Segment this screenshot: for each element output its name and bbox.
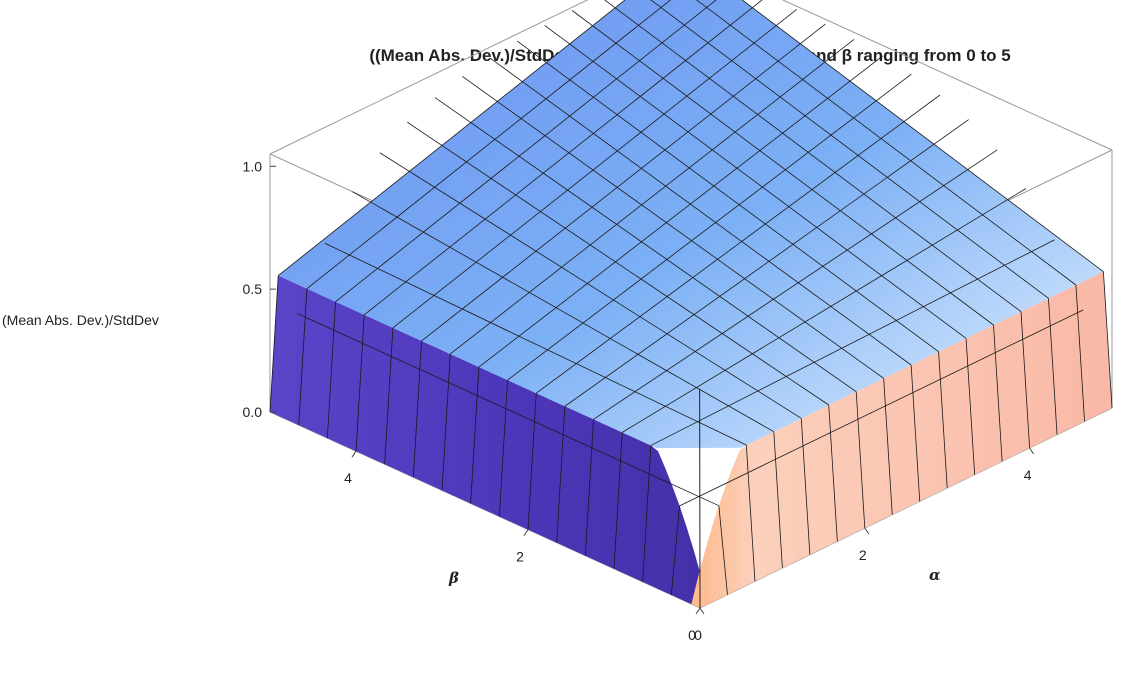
y-axis-label: β — [448, 569, 459, 587]
mesh-line — [696, 0, 1077, 286]
mesh-line — [670, 505, 680, 595]
mesh-line — [650, 0, 1049, 299]
mesh-line — [462, 76, 884, 379]
mesh-line — [449, 39, 855, 355]
mesh-line — [392, 9, 797, 329]
mesh-line — [855, 391, 866, 529]
z-tick-label: 0.5 — [243, 281, 263, 297]
mesh-line — [1103, 271, 1113, 409]
mesh-line — [584, 419, 594, 556]
mesh-line — [498, 380, 508, 517]
mesh-line — [297, 313, 720, 507]
mesh-line — [544, 25, 967, 339]
mesh-line — [613, 432, 623, 569]
mesh-line — [527, 393, 537, 530]
surface — [270, 0, 1112, 609]
mesh-line — [269, 275, 279, 413]
x-tick-label: 4 — [1024, 467, 1032, 483]
mesh-line — [379, 152, 802, 419]
axis-ticks: 0 2 4 0 2 4 0.0 0.5 1.0 — [243, 158, 1035, 643]
mesh-line — [478, 55, 883, 368]
x-tick — [864, 527, 870, 535]
mesh-line — [679, 309, 1084, 507]
mesh-line — [883, 378, 893, 515]
y-tick — [351, 450, 357, 458]
mesh-line — [516, 40, 939, 352]
mesh-line — [741, 0, 1104, 272]
x-tick-label: 0 — [694, 627, 702, 643]
mesh-line — [642, 445, 652, 582]
mesh-line — [571, 10, 994, 326]
surface-mesh — [269, 0, 1113, 595]
mesh-line — [910, 364, 921, 502]
mesh-line — [622, 188, 1027, 433]
x-tick-label: 2 — [859, 547, 867, 563]
mesh-line — [773, 431, 783, 569]
mesh-line — [604, 0, 1022, 312]
z-tick-label: 0.0 — [243, 404, 263, 420]
mesh-line — [938, 351, 948, 489]
y-tick — [695, 607, 701, 615]
surface-left-wall — [270, 275, 709, 608]
mesh-line — [324, 242, 747, 446]
mesh-line — [993, 324, 1003, 462]
mesh-line — [384, 327, 394, 465]
y-tick-label: 0 — [688, 627, 696, 643]
mesh-line — [507, 73, 912, 381]
mesh-line — [536, 94, 941, 394]
x-axis-label: α — [929, 566, 941, 584]
mesh-line — [556, 406, 566, 543]
mesh-line — [1020, 311, 1030, 449]
surface-right-wall — [691, 271, 1112, 608]
mesh-line — [355, 314, 365, 452]
mesh-line — [363, 0, 763, 316]
mesh-line — [421, 23, 826, 342]
mesh-line — [800, 418, 811, 555]
mesh-line — [326, 301, 336, 439]
mesh-line — [650, 239, 1055, 446]
mesh-line — [298, 288, 308, 426]
mesh-line — [277, 0, 626, 276]
y-tick-label: 4 — [344, 470, 352, 486]
mesh-line — [718, 505, 728, 595]
z-axis-label: (Mean Abs. Dev.)/StdDev — [2, 312, 159, 328]
mesh-line — [407, 121, 829, 406]
mesh-line — [434, 97, 857, 392]
mesh-line — [489, 57, 912, 366]
mesh-line — [1075, 284, 1085, 422]
x-tick — [1029, 447, 1035, 455]
mesh-line — [412, 340, 422, 478]
z-tick-label: 1.0 — [243, 158, 263, 174]
mesh-line — [441, 353, 451, 491]
mesh-line — [306, 0, 672, 289]
mesh-line — [965, 338, 976, 475]
mesh-line — [593, 149, 998, 420]
mesh-line — [470, 367, 480, 504]
x-tick — [699, 607, 705, 615]
mesh-line — [335, 0, 717, 303]
box-top-back — [269, 0, 1113, 155]
y-tick-label: 2 — [516, 549, 524, 565]
mesh-line — [745, 444, 756, 582]
mesh-line — [828, 404, 838, 542]
y-tick — [523, 529, 529, 536]
mesh-line — [352, 191, 774, 433]
mesh-line — [1048, 298, 1058, 435]
mesh-line — [564, 119, 969, 407]
